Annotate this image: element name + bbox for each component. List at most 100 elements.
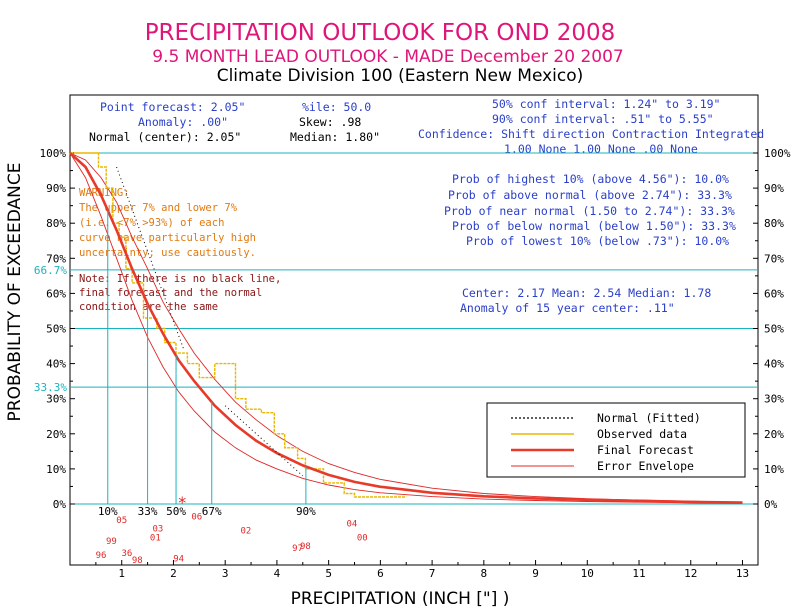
point-forecast: Point forecast: 2.05": [100, 100, 245, 114]
percentile-label-4: 90%: [296, 505, 316, 518]
y-tick-label-left-80: 80%: [46, 217, 66, 230]
x-tick-label-10: 10: [581, 567, 594, 580]
series-layer: [69, 152, 743, 504]
gridlines: 66.7% 33.3%: [34, 152, 758, 505]
y-tick-label-left-50: 50%: [46, 323, 66, 336]
x-tick-label-13: 13: [736, 567, 749, 580]
legend-label-1: Observed data: [597, 427, 687, 441]
center-mean-median: Center: 2.17 Mean: 2.54 Median: 1.78: [462, 286, 711, 300]
y-tick-label-right-0: 0%: [764, 498, 778, 511]
percentile: %ile: 50.0: [302, 100, 371, 114]
normal-center: Normal (center): 2.05": [89, 130, 241, 144]
percentile-markers: 10% 33% 50% 67% 90%: [98, 210, 316, 518]
series-normal-fitted-tail: [224, 405, 304, 477]
confidence-values: 1.00 None 1.00 None .00 None: [504, 142, 698, 156]
year-point-1: 99: [106, 537, 117, 547]
note-line-0: Note: If there is no black line,: [79, 273, 281, 285]
prob-near: Prob of near normal (1.50 to 2.74"): 33.…: [444, 204, 735, 218]
series-error-envelope-upper: [69, 152, 743, 503]
percentile-label-0: 10%: [98, 505, 118, 518]
ci-90: 90% conf interval: .51" to 5.55": [492, 112, 714, 126]
ci-50: 50% conf interval: 1.24" to 3.19": [492, 97, 720, 111]
axis-ticks: 0% 0% 10% 10% 20% 20% 30% 30% 40% 40% 50% 50% 60% 60%…: [40, 147, 791, 580]
series-normal-fitted: [116, 166, 185, 350]
chart-title: PRECIPITATION OUTLOOK FOR OND 2008: [145, 20, 616, 46]
x-tick-label-7: 7: [429, 567, 436, 580]
y-tick-label-right-40: 40%: [764, 358, 784, 371]
prob-below: Prob of below normal (below 1.50"): 33.3…: [452, 219, 736, 233]
y-tick-label-right-60: 60%: [764, 287, 784, 300]
prob-lowest: Prob of lowest 10% (below .73"): 10.0%: [466, 234, 729, 248]
y-tick-label-left-10: 10%: [46, 463, 66, 476]
y-tick-label-right-100: 100%: [764, 147, 791, 160]
y-tick-label-right-20: 20%: [764, 428, 784, 441]
year-point-4: 98: [132, 556, 143, 566]
climate-division: Climate Division 100 (Eastern New Mexico…: [217, 66, 584, 86]
legend-label-2: Final Forecast: [597, 443, 694, 457]
y-tick-label-right-80: 80%: [764, 217, 784, 230]
x-tick-label-3: 3: [222, 567, 229, 580]
y-tick-label-right-70: 70%: [764, 252, 784, 265]
year-point-6: 01: [150, 533, 161, 543]
x-axis-label: PRECIPITATION (INCH ["] ): [291, 589, 510, 609]
year-point-13: 00: [357, 533, 368, 543]
legend-label-0: Normal (Fitted): [597, 411, 701, 425]
prob-above: Prob of above normal (above 2.74"): 33.3…: [448, 188, 732, 202]
y-tick-label-right-50: 50%: [764, 323, 784, 336]
x-tick-label-5: 5: [325, 567, 332, 580]
x-tick-label-2: 2: [170, 567, 177, 580]
plot-frame: [69, 94, 759, 566]
year-point-0: 05: [116, 516, 127, 526]
legend-box: [486, 402, 746, 478]
legend: Normal (Fitted) Observed data Final Foreca…: [486, 402, 746, 478]
percentile-label-1: 33%: [138, 505, 158, 518]
reference-label-1: 33.3%: [34, 381, 67, 394]
warning-line-0: WARNING:: [79, 187, 130, 199]
confidence-header: Confidence: Shift direction Contraction …: [418, 127, 764, 141]
year-point-2: 96: [96, 551, 107, 561]
x-tick-label-6: 6: [377, 567, 384, 580]
prob-highest: Prob of highest 10% (above 4.56"): 10.0%: [452, 172, 729, 186]
x-tick-label-1: 1: [118, 567, 125, 580]
legend-label-3: Error Envelope: [597, 459, 694, 473]
year-point-12: 04: [347, 519, 358, 529]
y-tick-label-right-90: 90%: [764, 182, 784, 195]
y-tick-label-left-20: 20%: [46, 428, 66, 441]
year-point-8: 06: [191, 512, 202, 522]
warning-line-1: The upper 7% and lower 7%: [79, 202, 238, 214]
year-point-9: 02: [240, 526, 251, 536]
reference-label-0: 66.7%: [34, 264, 67, 277]
x-tick-label-11: 11: [632, 567, 645, 580]
y-axis-label: PROBABILITY OF EXCEEDANCE: [5, 163, 25, 422]
y-tick-label-left-90: 90%: [46, 182, 66, 195]
year-point-3: 36: [121, 549, 132, 559]
percentile-label-3: 67%: [202, 505, 222, 518]
year-point-10: 97: [292, 544, 303, 554]
chart-subtitle: 9.5 MONTH LEAD OUTLOOK - MADE December 2…: [152, 47, 623, 67]
anomaly-15yr: Anomaly of 15 year center: .11": [460, 301, 675, 315]
y-tick-label-left-100: 100%: [40, 147, 67, 160]
warning-line-2: (i.e. <7% >93%) of each: [79, 217, 224, 229]
y-tick-label-left-60: 60%: [46, 287, 66, 300]
warning-line-4: uncertainty; use cautiously.: [79, 247, 256, 259]
note-line-1: final forecast and the normal: [79, 287, 262, 299]
median: Median: 1.80": [290, 130, 380, 144]
skew: Skew: .98: [299, 115, 361, 129]
year-point-5: 03: [153, 525, 164, 535]
x-tick-label-8: 8: [481, 567, 488, 580]
y-tick-label-right-10: 10%: [764, 463, 784, 476]
percentile-label-2: 50%: [166, 505, 186, 518]
y-tick-label-left-70: 70%: [46, 252, 66, 265]
x-tick-label-4: 4: [274, 567, 281, 580]
note-text: Note: If there is no black line, final fo…: [79, 273, 281, 313]
year-point-7: 94: [173, 554, 184, 564]
year-point-11: 98: [300, 542, 311, 552]
y-tick-label-left-40: 40%: [46, 358, 66, 371]
warning-text: WARNING: The upper 7% and lower 7% (i.e. <…: [79, 187, 256, 259]
center-marker: *: [177, 493, 187, 512]
y-tick-label-left-0: 0%: [53, 498, 67, 511]
anomaly: Anomaly: .00": [138, 115, 228, 129]
y-tick-label-left-30: 30%: [46, 393, 66, 406]
x-tick-label-9: 9: [532, 567, 539, 580]
series-final-forecast: [69, 152, 743, 504]
